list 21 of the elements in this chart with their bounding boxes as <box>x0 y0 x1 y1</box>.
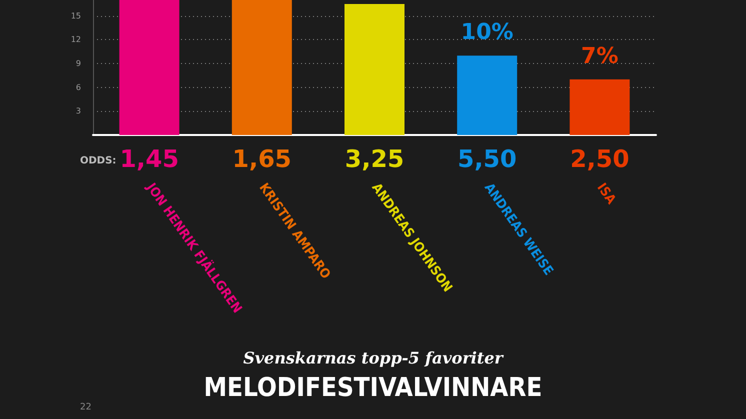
y-tick-label: 3 <box>76 106 81 116</box>
bar <box>457 56 518 135</box>
text: 22 <box>80 402 92 412</box>
text: ODDS: <box>80 156 116 166</box>
text: 1,65 <box>232 145 292 173</box>
data-label: 7% <box>581 44 618 69</box>
bar <box>232 0 292 135</box>
bar <box>344 4 404 135</box>
y-tick-label: 15 <box>70 11 81 20</box>
data-label: 10% <box>460 20 514 46</box>
text: Svenskarnas topp-5 favoriter <box>243 348 504 368</box>
text: 2,50 <box>570 145 630 173</box>
y-tick-label: 12 <box>70 35 81 44</box>
bar <box>119 0 180 135</box>
text: 3,25 <box>344 145 404 173</box>
text: 5,50 <box>457 145 517 173</box>
bar <box>570 79 630 135</box>
text: 1,45 <box>120 145 179 173</box>
text: MELODIFESTIVALVINNARE <box>204 373 542 403</box>
y-tick-label: 9 <box>76 59 81 68</box>
y-tick-label: 6 <box>76 82 81 92</box>
